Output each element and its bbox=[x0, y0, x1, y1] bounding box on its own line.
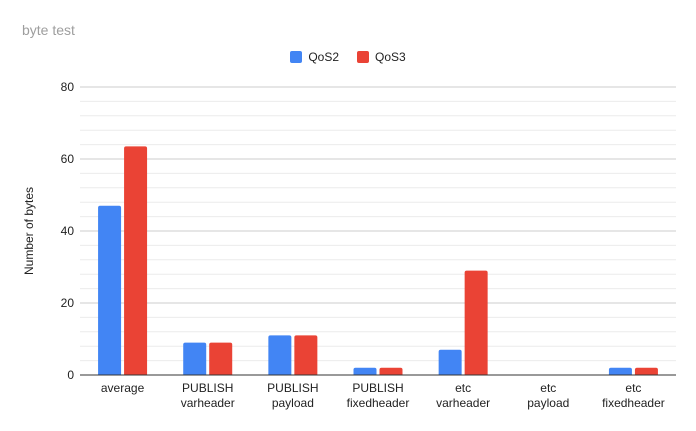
gridlines bbox=[80, 86, 676, 362]
y-tick-label: 60 bbox=[61, 152, 75, 166]
bars bbox=[98, 146, 658, 375]
x-tick-label: PUBLISH varheader bbox=[181, 381, 235, 410]
legend-label-qos3: QoS3 bbox=[375, 50, 406, 64]
bar-qos2-0[interactable] bbox=[98, 205, 122, 375]
x-tick-label: etc fixedheader bbox=[602, 381, 665, 410]
legend-label-qos2: QoS2 bbox=[308, 50, 339, 64]
bar-qos3-0[interactable] bbox=[124, 146, 148, 375]
legend-swatch-qos2 bbox=[290, 51, 303, 63]
bar-qos3-1[interactable] bbox=[209, 342, 233, 375]
x-tick-label: PUBLISH payload bbox=[267, 381, 318, 410]
y-tick-label: 80 bbox=[61, 80, 75, 94]
x-axis-ticks: average PUBLISH varheader PUBLISH payload PUB… bbox=[101, 381, 665, 410]
legend-swatch-qos3 bbox=[357, 51, 369, 63]
legend: QoS2 QoS3 bbox=[0, 50, 696, 64]
chart-title: byte test bbox=[22, 22, 75, 38]
bar-qos2-2[interactable] bbox=[268, 335, 292, 375]
bar-qos3-3[interactable] bbox=[379, 367, 403, 375]
y-axis-ticks: 0 20 40 60 80 bbox=[61, 80, 75, 382]
bar-qos2-3[interactable] bbox=[353, 367, 377, 375]
y-axis-title: Number of bytes bbox=[22, 187, 36, 275]
y-tick-label: 20 bbox=[61, 296, 75, 310]
bar-qos3-6[interactable] bbox=[634, 367, 658, 375]
legend-item-qos3[interactable]: QoS3 bbox=[357, 50, 406, 64]
x-tick-label: etc payload bbox=[527, 381, 569, 410]
bar-qos2-1[interactable] bbox=[183, 342, 207, 375]
x-tick-label: PUBLISH fixedheader bbox=[347, 381, 410, 410]
x-tick-label: average bbox=[101, 381, 145, 395]
legend-item-qos2[interactable]: QoS2 bbox=[290, 50, 339, 64]
bar-qos3-4[interactable] bbox=[464, 270, 488, 375]
y-tick-label: 40 bbox=[61, 224, 75, 238]
bar-qos3-2[interactable] bbox=[294, 335, 318, 375]
y-tick-label: 0 bbox=[67, 368, 74, 382]
x-tick-label: etc varheader bbox=[436, 381, 490, 410]
bar-qos2-6[interactable] bbox=[608, 367, 632, 375]
bar-qos2-4[interactable] bbox=[438, 349, 462, 375]
